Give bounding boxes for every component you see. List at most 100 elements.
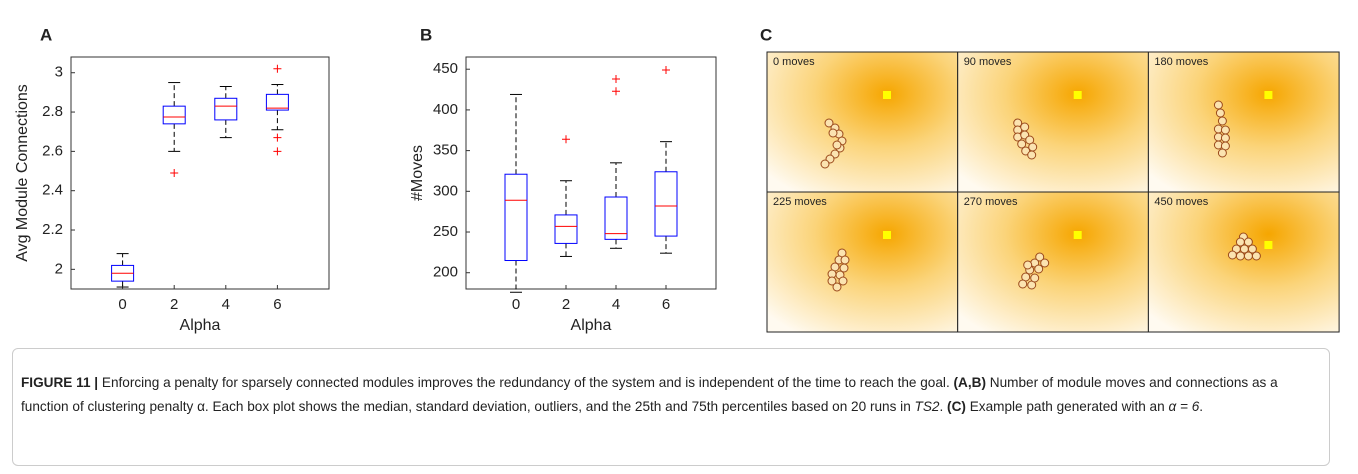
module	[1035, 252, 1045, 262]
x-tick-label: 0	[512, 296, 520, 313]
caption-text: .	[1199, 399, 1204, 414]
module	[1251, 251, 1261, 261]
goal	[883, 231, 891, 239]
y-tick-label: 2.8	[42, 103, 63, 120]
frame-label: 0 moves	[773, 56, 815, 68]
caption-text: Enforcing a penalty for sparsely connect…	[101, 375, 950, 390]
module	[824, 118, 834, 128]
module	[832, 282, 842, 292]
goal	[1264, 91, 1273, 99]
panel-label: C	[760, 25, 772, 44]
frame-background	[1147, 51, 1340, 193]
module	[1217, 116, 1227, 126]
goal	[1264, 241, 1273, 249]
module	[832, 140, 842, 150]
module	[1217, 148, 1227, 158]
caption-text: Example path generated with an	[969, 399, 1165, 414]
x-tick-label: 4	[612, 296, 620, 313]
y-tick-label: 200	[433, 264, 458, 281]
module	[1220, 125, 1230, 135]
module	[1028, 142, 1038, 152]
y-tick-label: 2.2	[42, 221, 63, 238]
y-tick-label: 3	[55, 64, 63, 81]
x-tick-label: 4	[222, 296, 230, 313]
box	[604, 196, 628, 240]
module	[1243, 251, 1253, 261]
module	[1247, 244, 1257, 254]
frame-background	[766, 51, 959, 193]
module	[820, 159, 830, 169]
y-tick-label: 250	[433, 223, 458, 240]
frame-label: 450 moves	[1154, 196, 1208, 208]
frame-background	[957, 51, 1149, 193]
frame-background	[766, 191, 959, 333]
frame-label: 225 moves	[773, 196, 827, 208]
frame-label: 180 moves	[1154, 56, 1208, 68]
y-tick-label: 450	[433, 60, 458, 77]
module	[1018, 279, 1028, 289]
module	[1235, 237, 1245, 247]
module	[1215, 108, 1225, 118]
module	[1040, 258, 1050, 268]
goal	[883, 91, 891, 99]
outlier	[273, 147, 282, 156]
box	[504, 173, 528, 262]
module	[839, 263, 849, 273]
caption-ref: (C)	[947, 399, 966, 414]
module	[827, 276, 837, 286]
module	[838, 276, 848, 286]
module	[840, 255, 850, 265]
plot-frame	[70, 56, 330, 290]
panel-label: B	[420, 25, 432, 44]
y-tick-label: 2.4	[42, 182, 63, 199]
outlier	[662, 66, 670, 75]
x-tick-label: 2	[170, 296, 178, 313]
y-tick-label: 2.6	[42, 142, 63, 159]
caption-italic: TS2	[914, 399, 940, 414]
caption-math: α = 6	[1168, 399, 1200, 414]
module	[1213, 100, 1223, 110]
box	[554, 214, 578, 244]
panel-label: A	[40, 25, 52, 44]
module	[1020, 122, 1030, 132]
module	[1227, 250, 1237, 260]
frame-label: 90 moves	[964, 56, 1012, 68]
y-tick-label: 300	[433, 182, 458, 199]
x-tick-label: 6	[662, 296, 670, 313]
y-axis-label: #Moves	[409, 145, 426, 201]
module	[1017, 139, 1027, 149]
caption: FIGURE 11 | Enforcing a penalty for spar…	[12, 348, 1330, 466]
module	[828, 128, 838, 138]
y-tick-label: 400	[433, 101, 458, 118]
x-tick-label: 0	[118, 296, 126, 313]
x-axis-label: Alpha	[571, 317, 612, 334]
outlier	[170, 169, 179, 177]
box	[162, 105, 186, 125]
module	[1030, 273, 1040, 283]
outlier	[273, 133, 282, 142]
x-tick-label: 6	[273, 296, 281, 313]
goal	[1073, 91, 1082, 99]
box	[654, 171, 678, 237]
figure: C A 2 2.2 2.4 2.6 2.8 3 Avg Module Connections A…	[14, 25, 1340, 334]
frame-label: 270 moves	[964, 196, 1018, 208]
outlier	[562, 135, 570, 144]
module	[1220, 133, 1230, 143]
outlier	[612, 74, 620, 83]
box	[214, 97, 238, 121]
x-axis-label: Alpha	[180, 317, 221, 334]
module	[1027, 150, 1037, 160]
caption-text: .	[939, 399, 944, 414]
caption-text: Number of module moves and connections a…	[21, 375, 1278, 414]
caption-label: FIGURE 11 |	[21, 375, 99, 390]
plot-frame	[465, 56, 717, 290]
outlier	[273, 64, 282, 73]
box	[265, 93, 289, 111]
y-axis-label: Avg Module Connections	[14, 84, 31, 262]
y-tick-label: 350	[433, 142, 458, 159]
goal	[1073, 231, 1082, 239]
outlier	[612, 87, 620, 96]
module	[1034, 264, 1044, 274]
x-tick-label: 2	[562, 296, 570, 313]
